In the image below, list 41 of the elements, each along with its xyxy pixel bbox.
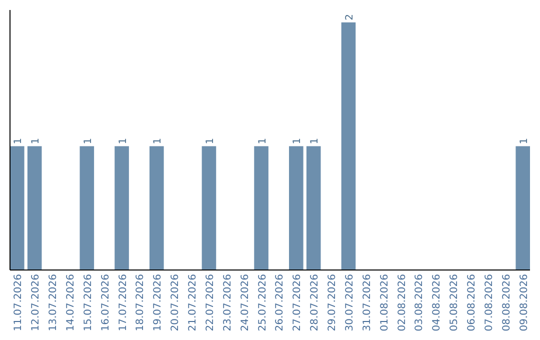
x-tick-label: 11.07.2026 [13,274,24,332]
data-label: 1 [82,138,94,144]
x-tick-label: 31.07.2026 [362,274,373,332]
x-tick-label: 21.07.2026 [188,274,199,332]
x-tick-label: 17.07.2026 [118,274,129,332]
data-label: 1 [118,138,129,144]
x-tick-label: 24.07.2026 [240,274,251,332]
data-label: 2 [344,14,356,20]
x-tick-label: 25.07.2026 [257,274,268,332]
data-label: 1 [518,138,530,144]
data-label: 1 [292,138,304,144]
data-label: 1 [30,138,42,144]
x-tick-label: 29.07.2026 [327,274,338,332]
x-tick-label: 13.07.2026 [48,274,60,332]
x-tick-label: 09.08.2026 [518,274,530,332]
x-tick-label: 23.07.2026 [222,274,234,332]
x-tick-label: 30.07.2026 [344,274,356,332]
x-tick-label: 15.07.2026 [82,274,94,332]
data-label: 1 [152,138,164,144]
x-tick-label: 03.08.2026 [414,274,426,332]
x-tick-label: 01.08.2026 [379,274,390,332]
x-tick-label: 05.08.2026 [449,274,460,332]
x-tick-label: 20.07.2026 [170,274,182,332]
x-tick-label: 12.07.2026 [30,274,42,332]
x-tick-label: 06.08.2026 [466,274,478,332]
x-tick-label: 19.07.2026 [152,274,164,332]
x-tick-label: 22.07.2026 [204,274,216,332]
x-tick-label: 08.08.2026 [501,274,512,332]
x-tick-label: 02.08.2026 [396,274,408,332]
x-tick-label: 04.08.2026 [432,274,443,332]
x-tick-label: 27.07.2026 [292,274,304,332]
x-tick-label: 14.07.2026 [65,274,76,332]
data-label: 1 [204,138,216,144]
data-label: 1 [310,138,321,144]
data-label: 1 [257,138,268,144]
x-tick-label: 07.08.2026 [484,274,495,332]
x-tick-label: 26.07.2026 [274,274,286,332]
data-label: 1 [13,138,24,144]
x-tick-label: 18.07.2026 [135,274,146,332]
x-tick-label: 16.07.2026 [100,274,112,332]
x-tick-label: 28.07.2026 [310,274,321,332]
